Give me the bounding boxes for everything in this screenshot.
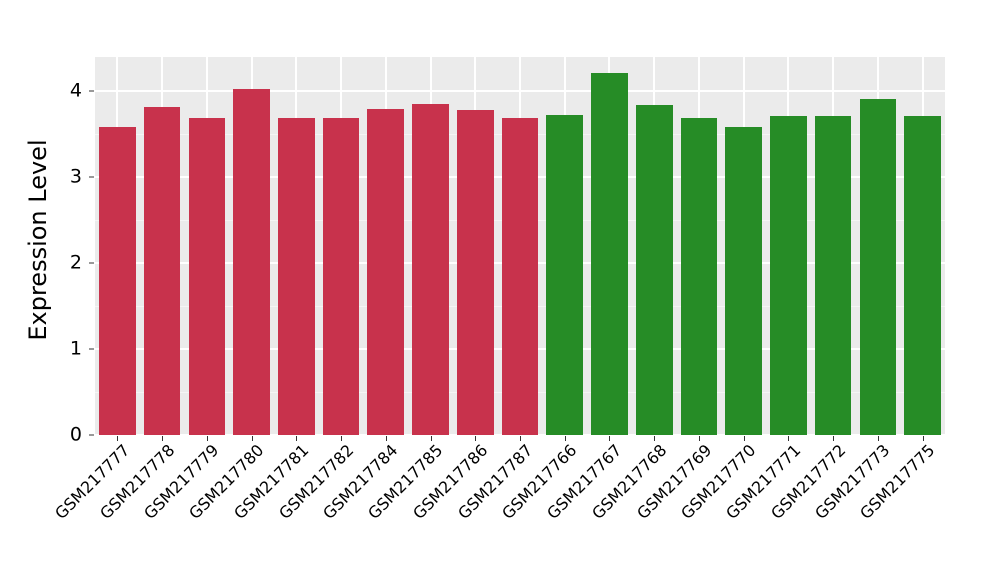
x-tick-mark [251,436,253,441]
y-tick-mark [89,434,94,436]
x-tick-mark [654,436,656,441]
bar [546,115,584,435]
y-tick-label: 4 [69,79,82,102]
x-tick-mark [743,436,745,441]
x-tick-mark [564,436,566,441]
bar [143,106,181,435]
x-tick-mark [206,436,208,441]
x-tick-mark [296,436,298,441]
bar [814,116,852,435]
x-tick-mark [341,436,343,441]
bar [635,105,673,435]
plot-panel [95,57,945,435]
x-tick-mark [162,436,164,441]
y-tick-mark [89,90,94,92]
bar [233,88,270,435]
x-tick-mark [609,436,611,441]
bar [680,118,718,435]
y-tick-mark [89,262,94,264]
x-tick-mark [922,436,924,441]
bar [904,116,941,435]
y-tick-mark [89,176,94,178]
bar [859,99,897,435]
bar [456,110,494,435]
x-tick-mark [833,436,835,441]
x-tick-mark [698,436,700,441]
bar [99,127,136,435]
bar [501,118,539,435]
bar [188,118,226,435]
bar [725,126,762,435]
y-tick-label: 1 [69,337,82,360]
bar [322,118,360,435]
bar [591,73,628,435]
x-tick-mark [877,436,879,441]
x-tick-mark [788,436,790,441]
y-tick-label: 2 [69,251,82,274]
bar [277,118,315,435]
x-tick-mark [520,436,521,441]
x-tick-mark [475,436,477,441]
bar [412,104,449,435]
bars-layer [95,57,945,435]
y-tick-label: 0 [69,423,82,446]
x-tick-mark [430,436,432,441]
bar [367,108,405,435]
y-tick-label: 3 [69,165,82,188]
x-tick-mark [385,436,387,441]
y-tick-mark [89,348,94,350]
y-axis-title: Expression Level [24,139,52,341]
x-tick-mark [117,436,119,441]
bar [770,116,807,435]
